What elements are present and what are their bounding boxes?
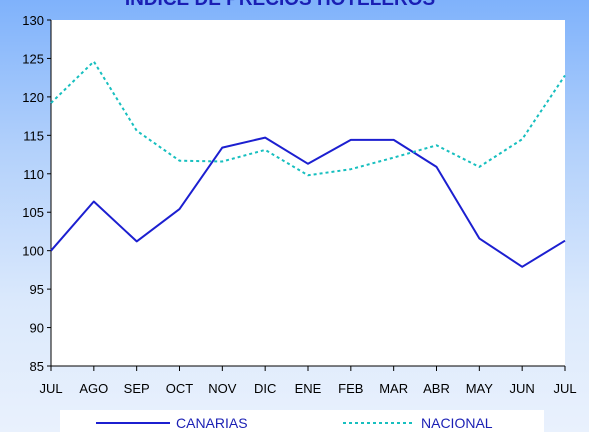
x-tick-label: ENE bbox=[295, 381, 322, 396]
y-tick-label: 105 bbox=[22, 205, 44, 220]
data-point bbox=[478, 166, 480, 168]
data-point bbox=[50, 102, 52, 104]
x-tick-label: SEP bbox=[124, 381, 150, 396]
data-point bbox=[392, 156, 394, 158]
data-point bbox=[264, 149, 266, 151]
y-tick-label: 125 bbox=[22, 51, 44, 66]
axes: 85 90 95 100 105 110 115 120 125 130 JUL AGO SEP OCT N… bbox=[22, 13, 576, 396]
data-point bbox=[564, 74, 566, 76]
x-tick-label: JUN bbox=[510, 381, 535, 396]
y-tick-label: 115 bbox=[23, 128, 44, 143]
data-point bbox=[478, 237, 480, 239]
x-tick-label: JUL bbox=[39, 381, 62, 396]
y-tick-label: 130 bbox=[22, 13, 44, 28]
y-tick-label: 110 bbox=[23, 167, 44, 182]
y-tick-label: 95 bbox=[30, 282, 44, 297]
chart-title: INDICE DE PRECIOS HOTELEROS bbox=[125, 0, 435, 10]
data-point bbox=[264, 136, 266, 138]
data-point bbox=[307, 163, 309, 165]
series-line-nacional bbox=[50, 60, 566, 177]
y-tick-label: 85 bbox=[30, 359, 44, 374]
data-point bbox=[93, 60, 95, 62]
y-tick-label: 90 bbox=[30, 321, 44, 336]
x-tick-label: JUL bbox=[553, 381, 576, 396]
data-point bbox=[221, 160, 223, 162]
data-point bbox=[307, 174, 309, 176]
plot-area bbox=[51, 20, 565, 366]
data-point bbox=[178, 208, 180, 210]
data-point bbox=[350, 139, 352, 141]
legend-label-nacional: NACIONAL bbox=[421, 415, 493, 431]
data-point bbox=[564, 239, 566, 241]
x-tick-label: FEB bbox=[338, 381, 363, 396]
x-tick-label: MAY bbox=[466, 381, 494, 396]
data-point bbox=[221, 146, 223, 148]
x-tick-label: ABR bbox=[423, 381, 450, 396]
x-tick-label: OCT bbox=[166, 381, 194, 396]
data-point bbox=[435, 144, 437, 146]
series-layer bbox=[50, 60, 566, 268]
legend-label-canarias: CANARIAS bbox=[176, 415, 248, 431]
series-line-canarias bbox=[50, 136, 566, 268]
data-point bbox=[435, 166, 437, 168]
y-tick-label: 120 bbox=[22, 90, 44, 105]
data-point bbox=[93, 200, 95, 202]
x-tick-label: AGO bbox=[79, 381, 108, 396]
x-tick-label: MAR bbox=[379, 381, 408, 396]
data-point bbox=[50, 249, 52, 251]
x-tick-label: DIC bbox=[254, 381, 276, 396]
data-point bbox=[178, 160, 180, 162]
data-point bbox=[521, 266, 523, 268]
data-point bbox=[135, 130, 137, 132]
legend-box bbox=[60, 410, 544, 432]
data-point bbox=[135, 240, 137, 242]
x-tick-label: NOV bbox=[208, 381, 237, 396]
legend: CANARIAS NACIONAL bbox=[60, 410, 544, 432]
data-point bbox=[521, 138, 523, 140]
data-point bbox=[392, 139, 394, 141]
y-tick-label: 100 bbox=[22, 244, 44, 259]
data-point bbox=[350, 168, 352, 170]
